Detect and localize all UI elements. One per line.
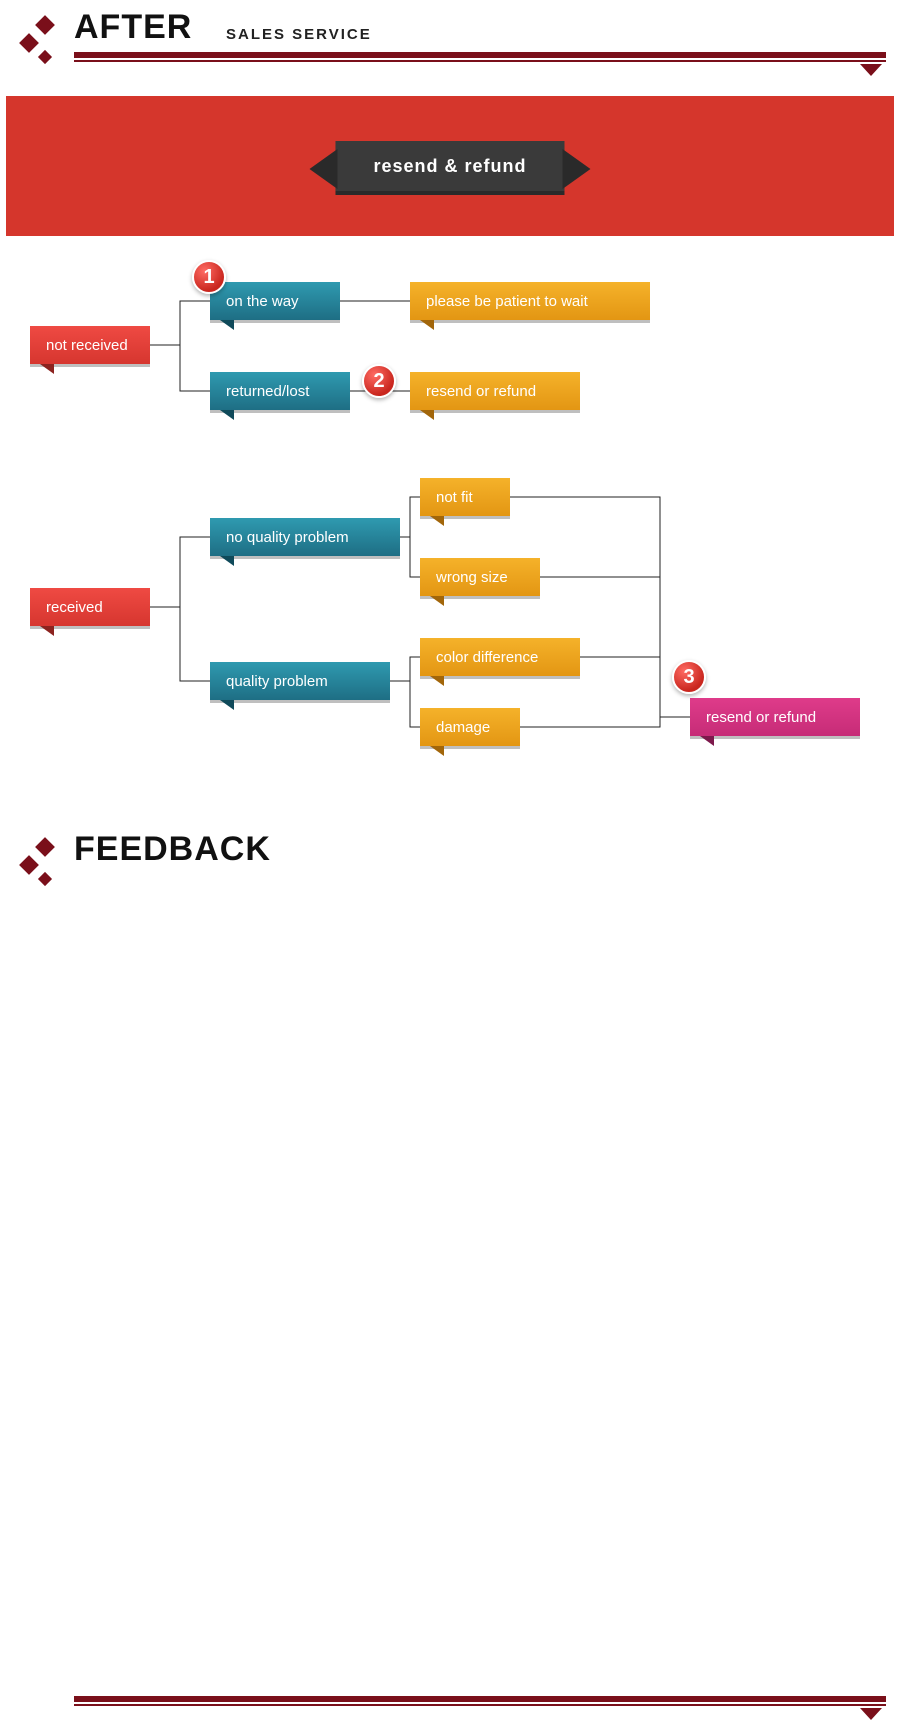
flow-node-label: please be patient to wait [426,293,588,310]
flow-node-label: damage [436,719,490,736]
step-badge-2: 2 [362,364,396,398]
flow-node-no-quality: no quality problem [210,518,400,556]
flow-node-wrong-size: wrong size [420,558,540,596]
flow-node-label: color difference [436,649,538,666]
flow-node-label: not fit [436,489,473,506]
flow-node-quality: quality problem [210,662,390,700]
flow-node-damage: damage [420,708,520,746]
flow-node-label: resend or refund [426,383,536,400]
step-badge-1: 1 [192,260,226,294]
diamond-decor-icon [18,14,78,74]
chevron-down-icon [860,64,882,76]
flow-node-label: quality problem [226,673,328,690]
header-rule [74,52,886,62]
after-subtitle: SALES SERVICE [226,26,372,43]
flow-node-label: resend or refund [706,709,816,726]
flow-node-on-the-way: on the way [210,282,340,320]
flow-node-patient-wait: please be patient to wait [410,282,650,320]
flow-node-returned-lost: returned/lost [210,372,350,410]
flowchart: not received on the way please be patient … [0,240,900,820]
flow-node-label: no quality problem [226,529,349,546]
flow-node-resend-refund-1: resend or refund [410,372,580,410]
ribbon-banner: resend & refund [335,141,564,191]
flow-node-label: not received [46,337,128,354]
diamond-decor-icon [18,836,78,896]
flow-node-label: wrong size [436,569,508,586]
feedback-title: FEEDBACK [74,830,271,869]
hero-strip: resend & refund [6,96,894,236]
flow-node-label: received [46,599,103,616]
flow-node-not-fit: not fit [420,478,510,516]
flow-node-not-received: not received [30,326,150,364]
step-badge-3: 3 [672,660,706,694]
section-header-feedback: FEEDBACK [0,828,900,898]
flow-node-label: on the way [226,293,299,310]
chevron-down-icon [860,1708,882,1720]
flow-node-received: received [30,588,150,626]
header-rule [74,1696,886,1706]
ribbon-label: resend & refund [373,156,526,177]
flow-node-resend-refund-2: resend or refund [690,698,860,736]
section-header-after: AFTER SALES SERVICE [0,6,900,76]
flow-node-label: returned/lost [226,383,309,400]
flow-node-color-diff: color difference [420,638,580,676]
after-title: AFTER [74,8,192,47]
